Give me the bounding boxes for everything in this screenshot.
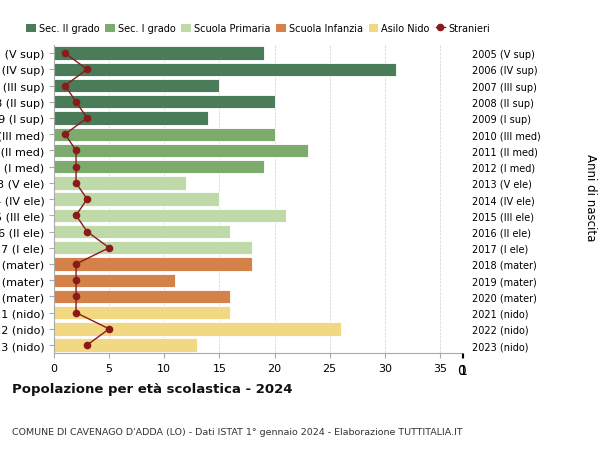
Bar bbox=[54, 323, 341, 336]
Bar bbox=[54, 161, 263, 174]
Bar bbox=[54, 128, 275, 141]
Bar bbox=[54, 177, 187, 190]
Bar bbox=[54, 63, 396, 77]
Bar bbox=[54, 145, 308, 158]
Bar bbox=[54, 241, 253, 255]
Bar bbox=[54, 258, 253, 271]
Bar bbox=[54, 47, 263, 61]
Bar bbox=[54, 209, 286, 223]
Bar bbox=[54, 225, 230, 239]
Bar bbox=[54, 306, 230, 319]
Bar bbox=[54, 193, 220, 206]
Legend: Sec. II grado, Sec. I grado, Scuola Primaria, Scuola Infanzia, Asilo Nido, Stran: Sec. II grado, Sec. I grado, Scuola Prim… bbox=[22, 20, 494, 38]
Text: COMUNE DI CAVENAGO D'ADDA (LO) - Dati ISTAT 1° gennaio 2024 - Elaborazione TUTTI: COMUNE DI CAVENAGO D'ADDA (LO) - Dati IS… bbox=[12, 427, 463, 436]
Bar bbox=[54, 96, 275, 109]
Text: Anni di nascita: Anni di nascita bbox=[584, 154, 597, 241]
Bar bbox=[54, 112, 208, 125]
Bar bbox=[54, 339, 197, 352]
Text: Popolazione per età scolastica - 2024: Popolazione per età scolastica - 2024 bbox=[12, 382, 293, 396]
Bar bbox=[54, 80, 220, 93]
Bar bbox=[54, 290, 230, 303]
Bar bbox=[54, 274, 175, 287]
